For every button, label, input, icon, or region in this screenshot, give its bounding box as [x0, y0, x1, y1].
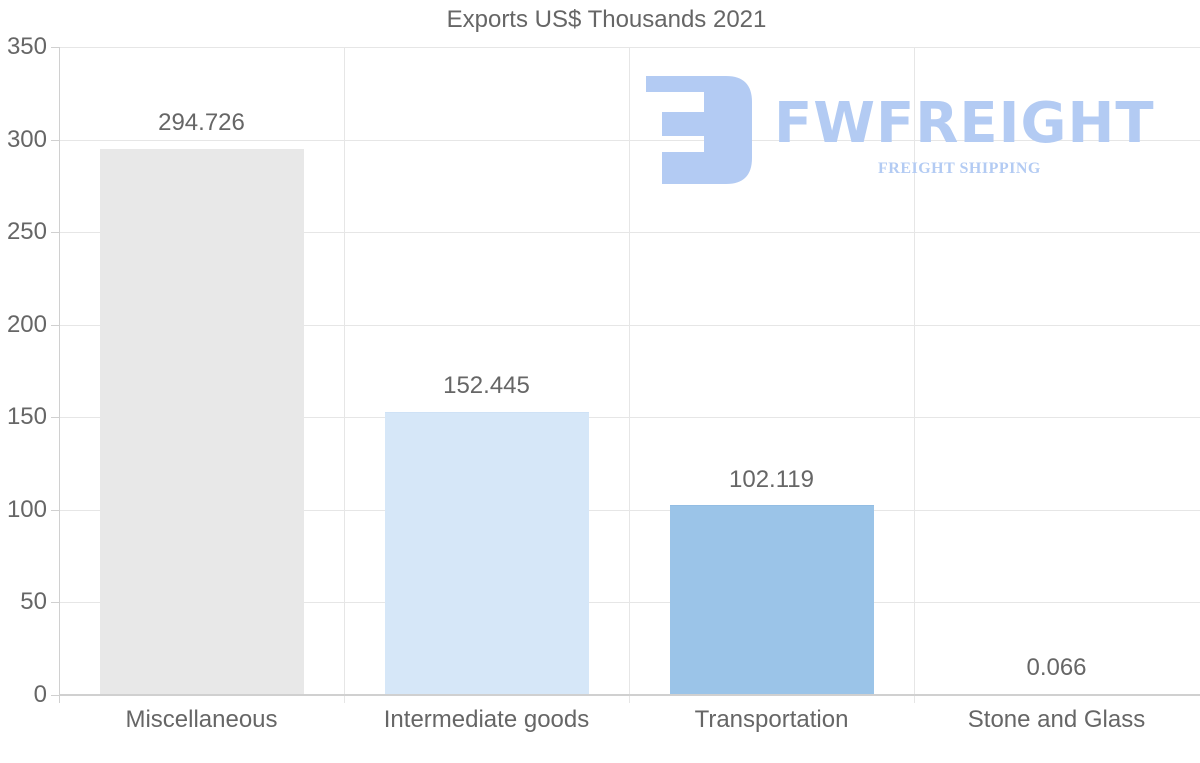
- vgrid-2: [629, 47, 630, 703]
- xlabel-miscellaneous: Miscellaneous: [125, 706, 278, 733]
- xlabel-intermediate-goods: Intermediate goods: [383, 706, 590, 733]
- ytick-label-350: 350: [6, 33, 47, 60]
- bar-transportation[interactable]: [670, 504, 874, 695]
- ytick-mark-350: [51, 47, 59, 48]
- y-axis-line: [59, 47, 60, 703]
- ytick-mark-100: [51, 509, 59, 511]
- ytick-label-0: 0: [33, 681, 47, 708]
- ytick-label-150: 150: [6, 403, 47, 431]
- fwfreight-logo-icon: [646, 76, 752, 184]
- plot-area: FWFREIGHT FREIGHT SHIPPING 294.726 152.4…: [7, 35, 1200, 707]
- ytick-label-50: 50: [20, 588, 47, 616]
- value-label-transportation: 102.119: [729, 466, 814, 493]
- bar-intermediate-goods[interactable]: [385, 411, 589, 695]
- vgrid-1: [344, 47, 345, 703]
- value-label-stone-and-glass: 0.066: [1026, 654, 1087, 681]
- ytick-label-200: 200: [6, 310, 47, 338]
- vgrid-3: [914, 47, 915, 703]
- watermark-tagline: FREIGHT SHIPPING: [878, 160, 1041, 177]
- bar-miscellaneous[interactable]: [100, 149, 304, 695]
- ytick-mark-250: [51, 232, 59, 234]
- x-axis-line: [59, 694, 1200, 696]
- xlabel-stone-and-glass: Stone and Glass: [967, 706, 1146, 733]
- ytick-label-100: 100: [6, 495, 47, 523]
- xlabel-transportation: Transportation: [694, 706, 849, 733]
- value-label-miscellaneous: 294.726: [158, 109, 245, 136]
- ytick-mark-150: [51, 417, 59, 419]
- watermark-brand: FWFREIGHT: [774, 91, 1155, 156]
- ytick-mark-300: [51, 139, 59, 141]
- chart-title: Exports US$ Thousands 2021: [446, 6, 767, 33]
- ytick-mark-200: [51, 324, 59, 326]
- ytick-mark-0: [51, 695, 59, 696]
- fwfreight-watermark: FWFREIGHT FREIGHT SHIPPING: [646, 72, 1156, 190]
- value-label-intermediate-goods: 152.445: [443, 372, 530, 399]
- ytick-label-250: 250: [6, 218, 47, 246]
- ytick-label-300: 300: [6, 125, 47, 153]
- ytick-mark-50: [51, 602, 59, 604]
